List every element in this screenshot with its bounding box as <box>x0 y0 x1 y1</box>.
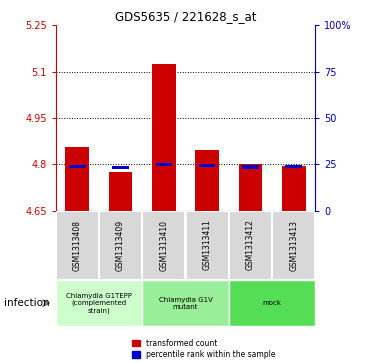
Bar <box>242 166 259 169</box>
Bar <box>155 163 172 166</box>
Text: infection: infection <box>4 298 49 308</box>
Bar <box>285 165 302 168</box>
Bar <box>56 281 142 326</box>
Text: GSM1313412: GSM1313412 <box>246 220 255 270</box>
Bar <box>142 281 229 326</box>
Bar <box>152 64 176 211</box>
Text: GSM1313410: GSM1313410 <box>160 220 168 270</box>
Text: mock: mock <box>263 300 282 306</box>
Legend: transformed count, percentile rank within the sample: transformed count, percentile rank withi… <box>132 339 276 359</box>
Text: Chlamydia G1TEPP
(complemented
strain): Chlamydia G1TEPP (complemented strain) <box>66 293 132 314</box>
Bar <box>56 211 99 280</box>
Bar <box>239 164 262 211</box>
Text: GSM1313409: GSM1313409 <box>116 220 125 270</box>
Bar <box>282 166 306 211</box>
Bar <box>112 166 129 169</box>
Bar <box>142 211 186 280</box>
Bar <box>99 211 142 280</box>
Text: GSM1313411: GSM1313411 <box>203 220 211 270</box>
Text: GSM1313408: GSM1313408 <box>73 220 82 270</box>
Bar <box>199 164 216 167</box>
Title: GDS5635 / 221628_s_at: GDS5635 / 221628_s_at <box>115 10 256 23</box>
Text: Chlamydia G1V
mutant: Chlamydia G1V mutant <box>158 297 213 310</box>
Bar <box>109 172 132 211</box>
Bar <box>186 211 229 280</box>
Bar <box>65 147 89 211</box>
Bar <box>229 211 272 280</box>
Bar <box>272 211 315 280</box>
Text: GSM1313413: GSM1313413 <box>289 220 298 270</box>
Bar <box>229 281 315 326</box>
Bar <box>195 150 219 211</box>
Bar <box>69 165 86 168</box>
